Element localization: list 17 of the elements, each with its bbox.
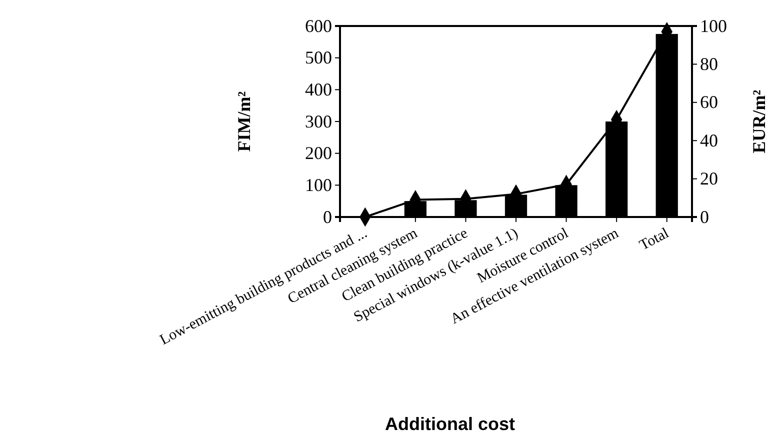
x-tick-label: Total — [637, 225, 672, 254]
y-tick-label: 100 — [305, 174, 332, 195]
y2-tick-label: 40 — [700, 130, 718, 150]
y2-tick-label: 60 — [700, 92, 718, 112]
y2-tick-label: 0 — [700, 206, 709, 227]
y-tick-label: 200 — [305, 143, 332, 164]
y-tick-label: 500 — [305, 48, 332, 68]
y2-tick-label: 80 — [700, 54, 718, 74]
y-axis-title: FIM/m² — [234, 91, 254, 152]
y2-axis-title: EUR/m² — [749, 90, 769, 154]
y2-tick-label: 100 — [700, 16, 727, 36]
y-tick-label: 0 — [323, 206, 332, 227]
y2-tick-label: 20 — [700, 168, 718, 189]
y-tick-label: 300 — [305, 111, 332, 132]
y-tick-label: 400 — [305, 79, 332, 100]
y-tick-label: 600 — [305, 16, 332, 36]
x-axis-title: Additional cost — [385, 414, 516, 434]
